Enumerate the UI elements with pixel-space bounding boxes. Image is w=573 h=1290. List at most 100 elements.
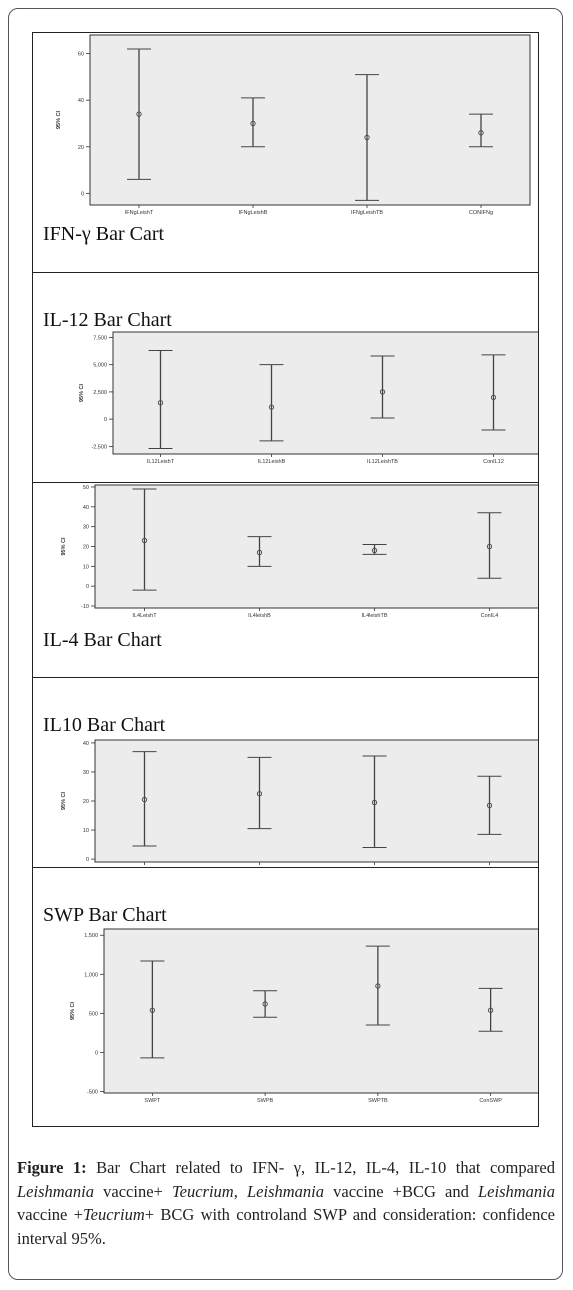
y-tick-label: 40 (83, 741, 89, 747)
y-tick-label: 50 (83, 485, 89, 491)
x-tick-label: ConIL4 (481, 613, 499, 619)
mean-marker (375, 983, 381, 989)
mean-marker (250, 120, 256, 127)
y-tick-label: 0 (86, 857, 89, 863)
caption-text: Bar Chart related to IFN- γ, IL-12, IL-4… (17, 1158, 555, 1248)
y-axis-label: 95% CI (70, 1002, 76, 1021)
error-bar (362, 544, 387, 555)
chart-panel: SWP Bar Chart -500 0 500 1,000 1,500 95% CI SWP… (33, 868, 538, 1126)
caption-label: Figure 1: (17, 1158, 87, 1177)
mean-marker (486, 543, 493, 550)
y-tick-label: 500 (89, 1011, 98, 1017)
error-bar (481, 354, 506, 431)
x-tick-label: IL4LeishT (132, 613, 157, 619)
error-bar (132, 488, 157, 591)
y-tick-label: -10 (81, 604, 89, 610)
y-axis-label: 95% CI (56, 111, 62, 130)
error-bar (370, 355, 395, 419)
error-bar (148, 350, 173, 450)
caption-segment: vaccine+ (94, 1181, 172, 1201)
y-tick-label: 7,500 (93, 335, 107, 341)
error-bar (127, 48, 151, 180)
mean-marker (157, 400, 164, 406)
chart-panel: IL-12 Bar Chart -2,500 0 2,500 5,000 7,500 95%… (33, 273, 538, 483)
y-tick-label: 10 (83, 828, 89, 834)
mean-marker (364, 134, 370, 141)
y-tick-label: 0 (95, 1050, 98, 1056)
chart-title: IFN-γ Bar Cart (43, 223, 165, 245)
y-axis-label: 95% CI (61, 537, 67, 556)
y-tick-label: 10 (83, 564, 89, 570)
error-bar (253, 990, 278, 1018)
chart-title: IL-12 Bar Chart (43, 309, 172, 331)
caption-segment: Teucrium (171, 1181, 234, 1201)
x-tick-label: SWPB (257, 1098, 274, 1104)
mean-marker (490, 394, 497, 401)
caption-segment: Leishmania (246, 1181, 324, 1201)
y-tick-label: 60 (78, 52, 84, 58)
mean-marker (262, 1001, 268, 1007)
caption-segment: + BCG with controland SWP and considerat… (17, 1205, 555, 1248)
chart-title: IL-4 Bar Chart (43, 629, 162, 651)
plot-area (94, 484, 538, 609)
caption-segment: Teucrium (83, 1205, 145, 1224)
error-bar (259, 364, 284, 442)
mean-marker (136, 111, 142, 117)
mean-marker (487, 1007, 494, 1013)
error-bar (478, 987, 503, 1032)
error-bar (477, 512, 502, 579)
plot-area (112, 331, 538, 455)
error-bar (365, 945, 390, 1026)
y-tick-label: 0 (86, 584, 89, 590)
x-tick-label: IFNgLeishT (125, 210, 154, 216)
plot-area (89, 34, 531, 206)
figure-panel-frame: IFN-γ Bar Cart 0 20 40 60 95% CI IFNgLeishT IFN… (32, 32, 539, 1127)
x-tick-label: SWPTB (368, 1098, 388, 1104)
y-tick-label: 20 (78, 145, 84, 151)
mean-marker (371, 799, 378, 806)
error-bar (362, 755, 387, 848)
y-tick-label: 2,500 (93, 390, 107, 396)
y-tick-label: 0 (81, 191, 84, 197)
plot-area (103, 928, 538, 1094)
x-tick-label: IFNgLeishTB (351, 210, 383, 216)
y-tick-label: 20 (83, 545, 89, 551)
mean-marker (141, 537, 148, 544)
plot-area (94, 739, 538, 863)
panel-divider (33, 272, 538, 273)
y-tick-label: -2,500 (91, 444, 107, 450)
panel-divider (33, 482, 538, 483)
panel-divider (33, 677, 538, 678)
y-tick-label: 20 (83, 799, 89, 805)
error-bar-chart: 0 20 40 60 95% CI IFNgLeishT IFNgLeishB IFNgLei… (56, 34, 531, 216)
x-tick-label: SWPT (144, 1098, 161, 1104)
chart-panel: IFN-γ Bar Cart 0 20 40 60 95% CI IFNgLeishT IFN… (33, 33, 538, 273)
error-bar (477, 775, 502, 835)
chart-title: SWP Bar Chart (43, 904, 167, 926)
error-bar (247, 536, 272, 567)
caption-segment: Leishmania (17, 1181, 95, 1201)
error-bar-chart: -10 0 10 20 30 40 50 95% CI IL4LeishT IL4leishB IL… (61, 484, 538, 619)
x-tick-label: IL4leishB (248, 613, 271, 619)
mean-marker (256, 791, 263, 797)
mean-marker (141, 796, 148, 803)
x-tick-label: IL4leishTB (362, 613, 388, 619)
error-bar-chart: -2,500 0 2,500 5,000 7,500 95% CI IL12LeishT IL… (79, 331, 538, 465)
x-tick-label: ConIL12 (483, 459, 504, 465)
y-tick-label: 0 (104, 417, 107, 423)
y-tick-label: -500 (87, 1089, 98, 1095)
y-tick-label: 1,000 (84, 972, 98, 978)
mean-marker (379, 389, 386, 395)
mean-marker (371, 547, 378, 554)
error-bar-chart: -500 0 500 1,000 1,500 95% CI SWPT SWPB SWPTB Con… (70, 928, 538, 1104)
caption-segment: , (233, 1181, 247, 1201)
mean-marker (268, 404, 275, 410)
y-tick-label: 30 (83, 770, 89, 776)
caption-segment: Bar Chart related to IFN- γ, IL-12, IL-4… (86, 1158, 555, 1177)
error-bar (469, 113, 493, 148)
mean-marker (149, 1007, 156, 1013)
figure-frame (8, 8, 563, 1280)
caption-segment: vaccine +BCG and (324, 1181, 478, 1201)
figure-caption: Figure 1: Bar Chart related to IFN- γ, I… (17, 1156, 555, 1250)
